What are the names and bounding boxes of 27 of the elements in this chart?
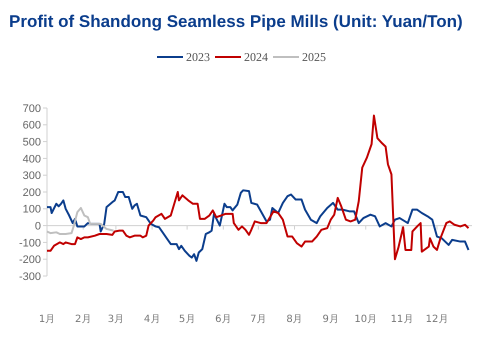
y-tick-label: -300: [18, 270, 41, 283]
y-tick-label: -100: [18, 237, 41, 250]
x-tick-label: 8月: [286, 314, 303, 325]
x-tick-label: 10月: [354, 314, 378, 325]
x-tick-label: 4月: [144, 314, 160, 325]
chart-title: Profit of Shandong Seamless Pipe Mills (Unit: Yuan/Ton): [9, 12, 463, 31]
x-tick-label: 1月: [38, 314, 56, 325]
y-tick-label: 0: [34, 220, 41, 232]
x-tick-label: 12月: [426, 314, 448, 325]
y-tick-label: -200: [18, 254, 41, 266]
y-tick-label: 200: [22, 186, 41, 199]
x-tick-label: 6月: [215, 314, 232, 325]
y-tick-label: 700: [22, 102, 41, 115]
legend-label: 2025: [302, 50, 326, 64]
y-tick-label: 400: [22, 153, 41, 166]
x-tick-label: 9月: [322, 314, 339, 325]
y-tick-label: 600: [22, 120, 41, 132]
x-tick-label: 11月: [390, 314, 414, 325]
y-tick-label: 100: [22, 204, 41, 216]
y-tick-label: 500: [22, 136, 41, 148]
x-tick-label: 3月: [108, 314, 124, 325]
x-tick-label: 5月: [178, 314, 196, 325]
legend-label: 2023: [186, 50, 210, 64]
legend-label: 2024: [244, 50, 268, 64]
y-tick-label: 300: [22, 170, 41, 182]
x-tick-label: 2月: [75, 314, 92, 325]
x-tick-label: 7月: [250, 314, 267, 325]
